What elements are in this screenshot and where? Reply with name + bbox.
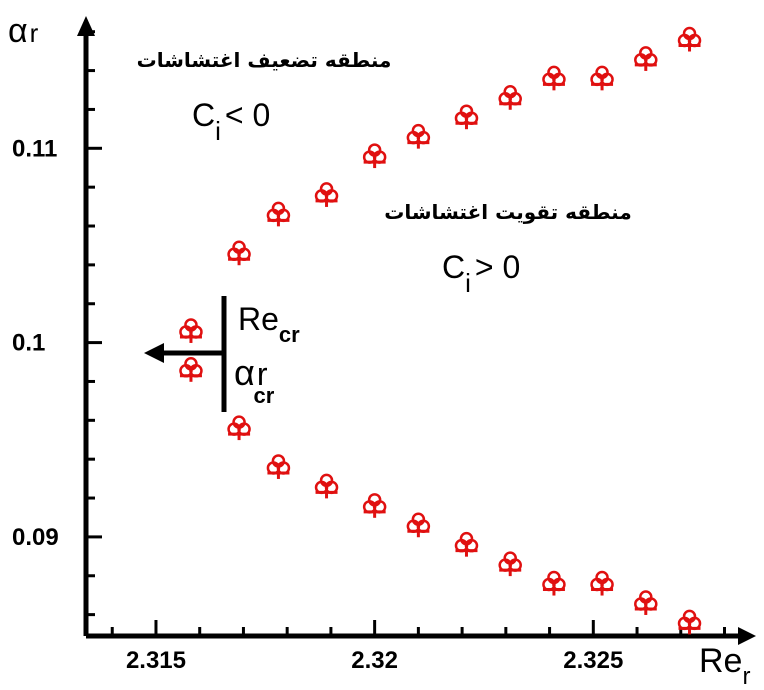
marker-lobe-top	[271, 201, 286, 216]
marker-lobe-top	[459, 531, 474, 546]
ticks: 2.315 2.32 2.325 0.09 0.1 0.11	[12, 30, 727, 674]
marker-lobe-top	[682, 609, 697, 624]
marker-lobe-top	[639, 46, 653, 60]
upper-branch-point	[362, 143, 387, 169]
marker-lobe-top	[232, 415, 246, 429]
upper-branch-point	[590, 65, 614, 91]
y-tick-label: 0.09	[12, 524, 59, 551]
critical-alpha-label: αr cr	[234, 352, 275, 408]
upper-branch-point	[454, 104, 479, 130]
lower-branch-point	[454, 531, 479, 557]
marker-lobe-top	[682, 26, 697, 41]
lower-branch-point	[179, 357, 203, 382]
upper-branch-point	[314, 182, 339, 207]
lower-branch-point	[227, 415, 251, 441]
x-tick-label: 2.315	[126, 647, 186, 674]
upper-branch-point	[634, 46, 658, 71]
marker-lobe-top	[232, 240, 246, 254]
x-axis-title: Rer	[699, 642, 750, 690]
lower-branch-point	[266, 454, 291, 479]
marker-lobe-top	[367, 143, 382, 157]
marker-lobe-top	[184, 318, 198, 332]
marker-lobe-top	[595, 65, 609, 80]
marker-lobe-top	[411, 512, 426, 526]
lower-branch-point	[498, 551, 522, 577]
lower-branch-point	[362, 493, 387, 518]
upper-branch-point	[266, 201, 291, 227]
upper-branch-point	[227, 240, 251, 266]
marker-lobe-top	[547, 65, 561, 80]
marker-lobe-top	[503, 551, 517, 565]
lower-branch-point	[406, 512, 431, 538]
marker-lobe-top	[639, 590, 653, 604]
upper-branch-point	[542, 65, 566, 91]
axes	[77, 16, 756, 645]
lower-branch-point	[314, 473, 339, 499]
marker-lobe-top	[503, 85, 517, 99]
marker-lobe-top	[459, 104, 474, 118]
damping-region-label: منطقه تضعیف اغتشاشات	[137, 48, 392, 72]
lower-branch-point	[677, 609, 702, 635]
marker-lobe-top	[595, 570, 609, 585]
marker-lobe-top	[184, 357, 198, 371]
lower-branch-point	[590, 570, 614, 596]
upper-branch-point	[406, 123, 431, 149]
upper-branch-point	[677, 26, 702, 52]
y-tick-label: 0.1	[12, 330, 45, 357]
data-points	[179, 26, 702, 635]
marker-lobe-top	[367, 493, 382, 507]
lower-branch-point	[634, 590, 658, 615]
lower-branch-point	[542, 570, 566, 596]
x-axis-arrow	[738, 627, 756, 645]
critical-re-label: Recr	[238, 301, 300, 347]
marker-lobe-top	[271, 454, 286, 468]
upper-branch-point	[179, 318, 203, 343]
marker-lobe-top	[547, 570, 561, 585]
marker-lobe-top	[319, 182, 334, 196]
y-tick-label: 0.11	[12, 135, 57, 162]
critical-arrow-head	[144, 343, 164, 363]
x-tick-label: 2.32	[351, 647, 398, 674]
x-tick-label: 2.325	[563, 647, 623, 674]
damping-condition: Ci < 0	[192, 97, 270, 146]
y-axis-title: αr	[8, 12, 39, 50]
amplifying-condition: Ci > 0	[442, 249, 520, 298]
amplifying-region-label: منطقه تقویت اغتشاشات	[384, 200, 631, 224]
upper-branch-point	[498, 85, 522, 110]
marker-lobe-top	[319, 473, 334, 488]
marker-lobe-top	[411, 123, 426, 138]
